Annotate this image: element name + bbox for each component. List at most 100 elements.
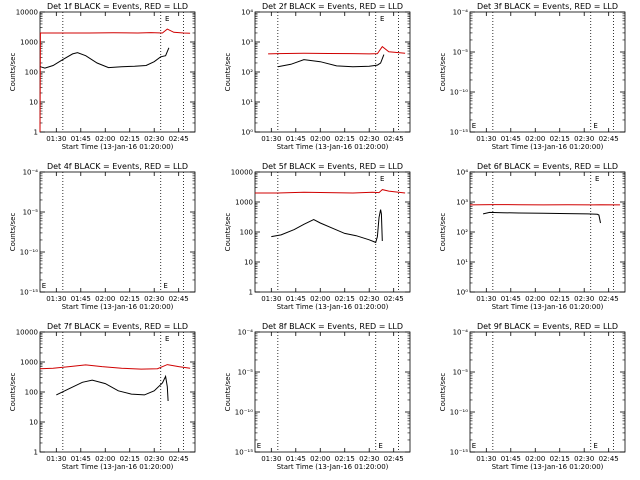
x-tick-label: 02:30: [574, 295, 594, 303]
x-axis-label: Start Time (13-Jan-16 01:20:00): [62, 303, 174, 311]
y-tick-label: 1: [34, 449, 38, 457]
y-tick-label: 10000: [16, 9, 38, 17]
x-tick-label: 02:00: [310, 135, 330, 143]
x-tick-label: 02:30: [359, 455, 379, 463]
series-line-lld-red: [255, 189, 406, 194]
x-tick-label: 01:30: [261, 135, 281, 143]
y-tick-label: 10¹: [456, 259, 468, 267]
y-axis-label: Counts/sec: [439, 373, 447, 412]
y-tick-label: 1000: [20, 359, 38, 367]
x-tick-label: 01:45: [501, 295, 521, 303]
series-line-lld-red: [268, 45, 406, 55]
x-tick-label: 01:45: [286, 295, 306, 303]
series-line-lld-red: [39, 364, 191, 370]
x-axis-label: Start Time (13-Jan-16 01:20:00): [492, 143, 604, 151]
x-tick-label: 02:15: [550, 135, 570, 143]
y-tick-label: 10: [244, 259, 253, 267]
x-tick-label: 01:45: [71, 135, 91, 143]
chart-title: Det 4f BLACK = Events, RED = LLD: [47, 162, 188, 171]
x-tick-label: 02:15: [120, 295, 140, 303]
y-tick-label: 10⁻⁵: [23, 209, 39, 217]
x-tick-label: 02:15: [335, 135, 355, 143]
event-marker: E: [165, 15, 169, 23]
event-marker: E: [380, 15, 384, 23]
y-tick-label: 10⁻⁵: [453, 49, 469, 57]
x-tick-label: 02:30: [359, 295, 379, 303]
x-tick-label: 02:15: [550, 295, 570, 303]
chart-panel-2: Det 2f BLACK = Events, RED = LLD 01:30 01:…: [224, 2, 411, 151]
chart-panel-9: Det 9f BLACK = Events, RED = LLD 01:30 01:…: [439, 322, 626, 471]
y-axis-label: Counts/sec: [439, 53, 447, 92]
x-tick-label: 02:45: [384, 135, 404, 143]
x-tick-label: 01:30: [261, 455, 281, 463]
event-marker: E: [593, 122, 597, 130]
x-tick-label: 02:00: [525, 455, 545, 463]
chart-panel-4: Det 4f BLACK = Events, RED = LLD 01:30 01:…: [9, 162, 196, 311]
y-tick-label: 10⁻⁴: [453, 329, 469, 337]
x-tick-label: 01:30: [46, 295, 66, 303]
x-tick-label: 01:45: [286, 135, 306, 143]
x-tick-label: 02:45: [169, 455, 189, 463]
event-marker: E: [257, 442, 261, 450]
y-tick-label: 10⁻¹⁵: [20, 289, 38, 297]
series-line-events-black: [277, 54, 385, 68]
x-axis-label: Start Time (13-Jan-16 01:20:00): [62, 143, 174, 151]
series-line-lld-red: [39, 28, 191, 133]
y-tick-label: 100: [25, 389, 38, 397]
y-axis-label: Counts/sec: [224, 373, 232, 412]
y-tick-label: 1: [34, 129, 38, 137]
x-tick-label: 02:00: [95, 295, 115, 303]
y-tick-label: 100: [25, 69, 38, 77]
x-tick-label: 02:45: [169, 295, 189, 303]
y-tick-label: 1: [249, 289, 253, 297]
x-tick-label: 02:00: [95, 455, 115, 463]
chart-title: Det 1f BLACK = Events, RED = LLD: [47, 2, 188, 11]
x-tick-label: 02:45: [599, 295, 619, 303]
event-marker: E: [165, 335, 169, 343]
x-tick-label: 01:45: [501, 455, 521, 463]
y-tick-label: 10⁻⁴: [453, 9, 469, 17]
x-tick-label: 01:30: [476, 295, 496, 303]
chart-panel-7: Det 7f BLACK = Events, RED = LLD 01:30 01:…: [9, 322, 196, 471]
y-tick-label: 10⁻⁴: [23, 169, 39, 177]
x-tick-label: 01:45: [501, 135, 521, 143]
x-tick-label: 02:00: [310, 295, 330, 303]
plot-frame: [39, 171, 196, 293]
event-marker: E: [472, 442, 476, 450]
x-tick-label: 01:45: [286, 455, 306, 463]
x-tick-label: 02:00: [95, 135, 115, 143]
x-tick-label: 02:00: [525, 135, 545, 143]
y-tick-label: 10⁰: [456, 289, 468, 297]
y-tick-label: 10⁻¹⁵: [450, 449, 468, 457]
y-tick-label: 10³: [456, 199, 468, 207]
y-tick-label: 10⁻¹⁰: [450, 89, 468, 97]
x-tick-label: 02:15: [550, 455, 570, 463]
chart-title: Det 7f BLACK = Events, RED = LLD: [47, 322, 188, 331]
event-marker: E: [42, 282, 46, 290]
y-tick-label: 10⁴: [241, 9, 253, 17]
x-tick-label: 01:30: [46, 135, 66, 143]
y-tick-label: 1000: [235, 199, 253, 207]
x-tick-label: 01:45: [71, 295, 91, 303]
x-tick-label: 02:45: [599, 455, 619, 463]
plot-frame: [254, 171, 411, 293]
y-axis-label: Counts/sec: [224, 213, 232, 252]
x-axis-label: Start Time (13-Jan-16 01:20:00): [492, 463, 604, 471]
y-tick-label: 1000: [20, 39, 38, 47]
x-tick-label: 01:30: [261, 295, 281, 303]
y-tick-label: 10⁻¹⁵: [235, 449, 253, 457]
chart-panel-3: Det 3f BLACK = Events, RED = LLD 01:30 01:…: [439, 2, 626, 151]
x-tick-label: 02:15: [120, 455, 140, 463]
x-tick-label: 02:45: [384, 455, 404, 463]
event-marker: E: [472, 122, 476, 130]
chart-panel-6: Det 6f BLACK = Events, RED = LLD 01:30 01:…: [439, 162, 626, 311]
x-tick-label: 02:15: [335, 455, 355, 463]
series-line-events-black: [40, 47, 170, 69]
y-tick-label: 10¹: [241, 99, 253, 107]
y-axis-label: Counts/sec: [224, 53, 232, 92]
chart-title: Det 8f BLACK = Events, RED = LLD: [262, 322, 403, 331]
event-marker: E: [593, 442, 597, 450]
y-tick-label: 10⁻¹⁵: [450, 129, 468, 137]
